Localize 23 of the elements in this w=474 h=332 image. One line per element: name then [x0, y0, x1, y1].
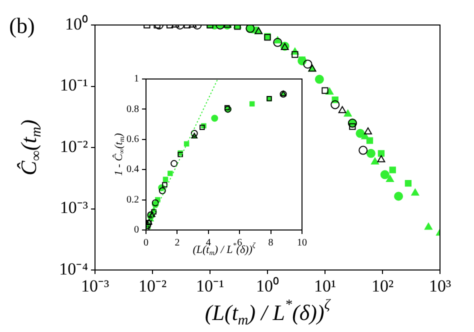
y-tick-label: 0: [134, 224, 139, 236]
x-tick-label: 10¹: [314, 276, 336, 296]
y-axis-title: Ĉ∞(tm): [16, 120, 44, 176]
x-tick-label: 10⁻¹: [196, 276, 224, 296]
x-tick-label: 10⁻³: [80, 276, 110, 296]
y-tick-label: 10⁻¹: [60, 76, 88, 95]
y-tick-label: 10⁻³: [60, 198, 88, 218]
x-tick-label: 10: [297, 238, 307, 249]
x-tick-label: 2: [174, 238, 180, 249]
y-tick-label: 10⁻²: [60, 136, 88, 156]
y-tick-label: 0.2: [126, 194, 139, 206]
x-tick-label: 8: [268, 238, 274, 249]
y-tick-label: 10⁻⁴: [59, 259, 88, 278]
x-tick-label: 0: [144, 238, 148, 249]
chart-title: (b): [9, 12, 35, 38]
x-tick-label: 10⁰: [256, 276, 279, 296]
y-tick-label: 1: [134, 74, 139, 85]
y-tick-label: 10⁰: [65, 14, 88, 34]
y-tick-label: 0.6: [126, 134, 139, 146]
x-tick-label: 10³: [428, 276, 452, 296]
x-tick-label: 10²: [371, 276, 394, 296]
y-tick-label: 0.4: [126, 164, 139, 176]
y-tick-label: 0.8: [126, 104, 139, 115]
